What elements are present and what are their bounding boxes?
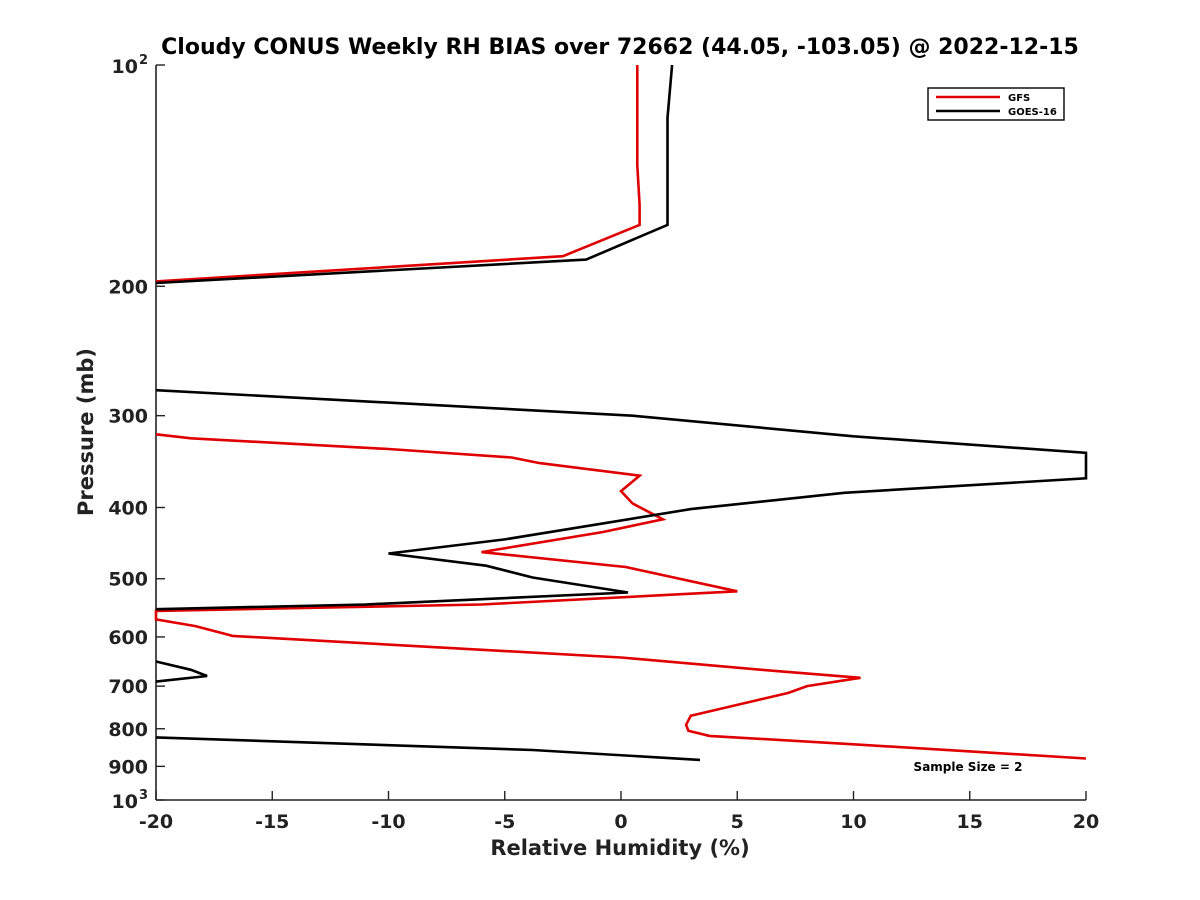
series-line-goes-16 (155, 388, 1088, 611)
x-tick-label: 15 (957, 811, 983, 833)
x-axis-label: Relative Humidity (%) (490, 836, 749, 860)
x-tick-label: -15 (255, 811, 289, 833)
x-tick-label: 10 (840, 811, 866, 833)
series-line-gfs (154, 433, 1087, 760)
y-tick-label: 800 (108, 719, 148, 741)
y-tick-label: 300 (108, 406, 148, 428)
y-tick-label: 200 (108, 276, 148, 298)
y-tick-exponent: 2 (139, 53, 148, 68)
series-line-goes-16 (155, 64, 674, 285)
y-tick-label: 10 (112, 791, 138, 813)
y-tick-label: 900 (108, 756, 148, 778)
x-tick-label: 20 (1073, 811, 1099, 833)
y-tick-label: 400 (108, 498, 148, 520)
legend-box (927, 87, 1065, 121)
legend-label: GOES-16 (1008, 107, 1057, 118)
y-tick-label: 10 (112, 56, 138, 78)
chart-title: Cloudy CONUS Weekly RH BIAS over 72662 (… (161, 35, 1079, 60)
y-tick-exponent: 3 (139, 788, 148, 803)
x-tick-label: -10 (371, 811, 405, 833)
y-axis-label: Pressure (mb) (74, 348, 98, 516)
series-line-gfs (155, 65, 641, 283)
legend-label: GFS (1008, 93, 1030, 104)
y-tick-label: 500 (108, 569, 148, 591)
y-tick-label: 600 (108, 627, 148, 649)
x-tick-label: -20 (139, 811, 173, 833)
series-line-goes-16 (155, 736, 701, 762)
x-tick-label: 0 (614, 811, 627, 833)
y-tick-label: 700 (108, 676, 148, 698)
legend: GFS GOES-16 (927, 87, 1065, 121)
x-tick-label: -5 (494, 811, 515, 833)
sample-size-annotation: Sample Size = 2 (914, 760, 1023, 774)
series-line-goes-16 (155, 660, 208, 683)
x-tick-label: 5 (731, 811, 744, 833)
